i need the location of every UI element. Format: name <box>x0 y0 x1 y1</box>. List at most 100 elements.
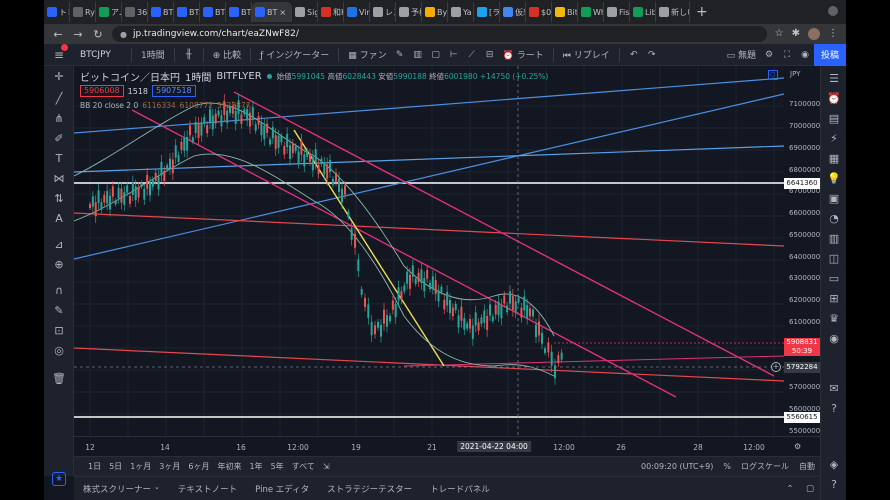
auto-scale-toggle[interactable]: 自動 <box>799 462 815 471</box>
fullscreen-icon[interactable]: ⛶ <box>783 49 791 60</box>
browser-tab[interactable]: Bit <box>552 2 578 22</box>
replay-button[interactable]: ⏮ リプレイ <box>559 48 614 61</box>
crosshair-icon[interactable]: ✛ <box>54 70 64 83</box>
bollinger-legend[interactable]: BB 20 close 2 0 6116334 6108772 5923877 <box>80 101 250 110</box>
ideas-icon[interactable]: 💡 <box>827 172 841 185</box>
magnet-icon[interactable]: ∩ <box>54 284 64 297</box>
back-icon[interactable]: ← <box>53 27 63 41</box>
zoom-in-icon[interactable]: ⊕ <box>54 258 64 271</box>
tab-trading-panel[interactable]: トレードパネル <box>421 483 499 495</box>
range-5y-button[interactable]: 5年 <box>270 462 284 471</box>
news-icon[interactable]: ▣ <box>828 192 840 205</box>
tab-strategy-tester[interactable]: ストラテジーテスター <box>318 483 421 495</box>
text-tool-icon[interactable]: T <box>55 152 63 165</box>
layers-icon[interactable]: ◈ <box>829 458 839 471</box>
browser-tab-active[interactable]: BT × <box>252 2 292 22</box>
browser-menu-icon[interactable]: ⋮ <box>828 28 838 39</box>
extensions-icon[interactable]: ✱ <box>791 28 800 39</box>
browser-tab[interactable]: 予核 <box>396 2 422 22</box>
trend-line-icon[interactable]: ⟋ <box>468 49 475 60</box>
bars-pattern-icon[interactable]: ▥ <box>413 49 422 60</box>
browser-tab[interactable]: [ラ <box>474 2 500 22</box>
sell-button[interactable]: 5906008 <box>80 85 124 97</box>
help-icon[interactable]: ? <box>831 402 837 415</box>
settings-gear-icon[interactable]: ⚙ <box>764 49 774 60</box>
timezone-clock[interactable]: 00:09:20 (UTC+9) <box>641 462 714 471</box>
brush-icon[interactable]: ✐ <box>54 132 64 145</box>
range-1y-button[interactable]: 1年 <box>249 462 263 471</box>
candle-style-icon[interactable]: ╫ <box>186 49 192 60</box>
range-3m-button[interactable]: 3ヶ月 <box>159 462 181 471</box>
tab-close-icon[interactable]: × <box>279 7 287 17</box>
browser-tab[interactable]: アノ <box>96 2 122 22</box>
range-6m-button[interactable]: 6ヶ月 <box>188 462 210 471</box>
font-icon[interactable]: A <box>55 212 63 225</box>
percent-scale-toggle[interactable]: % <box>723 462 731 471</box>
redo-icon[interactable]: ↷ <box>647 49 656 60</box>
stay-in-drawing-icon[interactable]: ✎ <box>54 304 64 317</box>
hotlist-icon[interactable]: ⚡ <box>830 132 838 145</box>
browser-tab[interactable]: $0 <box>526 2 552 22</box>
favorites-star-icon[interactable]: ★ <box>52 472 66 486</box>
browser-tab[interactable]: Fis <box>604 2 630 22</box>
chart-sync-icon[interactable]: ▢ <box>768 70 778 80</box>
pencil-ruler-icon[interactable]: ✎ <box>395 49 404 60</box>
window-menu-icon[interactable] <box>828 6 838 16</box>
time-axis[interactable]: 12 14 16 12:00 19 21 12:00 26 28 12:00 2… <box>74 436 820 456</box>
browser-tab[interactable]: By <box>422 2 448 22</box>
tab-text-notes[interactable]: テキストノート <box>169 483 246 495</box>
range-1m-button[interactable]: 1ヶ月 <box>130 462 152 471</box>
chats-icon[interactable]: ▥ <box>828 232 840 245</box>
log-scale-toggle[interactable]: ログスケール <box>741 462 789 471</box>
reload-icon[interactable]: ↻ <box>93 27 103 41</box>
rectangle-icon[interactable]: ▢ <box>431 49 440 60</box>
browser-tab[interactable]: Ya <box>448 2 474 22</box>
pitchfork-icon[interactable]: ⋔ <box>54 112 64 125</box>
browser-tab[interactable]: BT <box>200 2 226 22</box>
buy-button[interactable]: 5907518 <box>152 85 196 97</box>
data-window-icon[interactable]: ▤ <box>828 112 840 125</box>
alert-button[interactable]: ⏰ ラート <box>499 48 548 61</box>
new-tab-button[interactable]: + <box>696 4 708 20</box>
add-alert-plus-icon[interactable]: + <box>771 362 781 372</box>
range-ytd-button[interactable]: 年初来 <box>217 462 242 471</box>
compare-button[interactable]: ⊕ 比較 <box>209 48 245 61</box>
notification-bell-icon[interactable]: ✉ <box>829 382 839 395</box>
collapse-panel-icon[interactable]: ⌃ <box>786 483 794 494</box>
trash-icon[interactable]: 🗑 <box>52 372 66 385</box>
watchlist-icon[interactable]: ☰ <box>829 72 839 85</box>
browser-tab[interactable]: Wh <box>578 2 604 22</box>
browser-tab[interactable]: 新しい <box>656 2 690 22</box>
main-menu-button[interactable]: ≡ <box>44 43 74 62</box>
time-axis-settings-icon[interactable]: ⚙ <box>794 442 802 451</box>
undo-icon[interactable]: ↶ <box>629 49 638 60</box>
public-chat-icon[interactable]: ◫ <box>828 252 840 265</box>
screener-icon[interactable]: ⊞ <box>829 292 839 305</box>
prediction-icon[interactable]: ⇅ <box>54 192 64 205</box>
trophy-icon[interactable]: ♛ <box>829 312 839 325</box>
browser-tab[interactable]: トレ <box>44 2 70 22</box>
tab-pine-editor[interactable]: Pine エディタ <box>246 483 318 495</box>
browser-tab[interactable]: 仮想 <box>500 2 526 22</box>
trend-line-tool-icon[interactable]: ╱ <box>55 92 63 105</box>
browser-tab[interactable]: Vir <box>344 2 370 22</box>
publish-button[interactable]: 投稿 <box>814 43 846 66</box>
horizontal-line-label[interactable]: 6641360 <box>784 178 820 189</box>
indicators-button[interactable]: ƒ インジケーター <box>256 48 333 61</box>
browser-tab[interactable]: Sig <box>292 2 318 22</box>
range-all-button[interactable]: すべて <box>291 462 315 471</box>
browser-tab[interactable]: レス <box>370 2 396 22</box>
help-circle-icon[interactable]: ? <box>831 478 837 491</box>
symbol-search-button[interactable]: BTCJPY <box>80 49 111 60</box>
chart-canvas[interactable] <box>74 66 820 436</box>
url-bar[interactable]: ● jp.tradingview.com/chart/eaZNwF82/ <box>112 26 767 42</box>
templates-button[interactable]: ▦ ファン <box>344 48 390 61</box>
bookmark-star-icon[interactable]: ☆ <box>774 28 784 39</box>
measure-icon[interactable]: ⊿ <box>54 238 64 251</box>
layout-name-button[interactable]: ▭ 無題 <box>723 48 760 61</box>
browser-tab[interactable]: BT <box>226 2 252 22</box>
browser-tab[interactable]: 和K <box>318 2 344 22</box>
forward-icon[interactable]: → <box>73 27 83 41</box>
horizontal-line-label[interactable]: 5560615 <box>784 412 820 423</box>
browser-tab[interactable]: BT <box>148 2 174 22</box>
